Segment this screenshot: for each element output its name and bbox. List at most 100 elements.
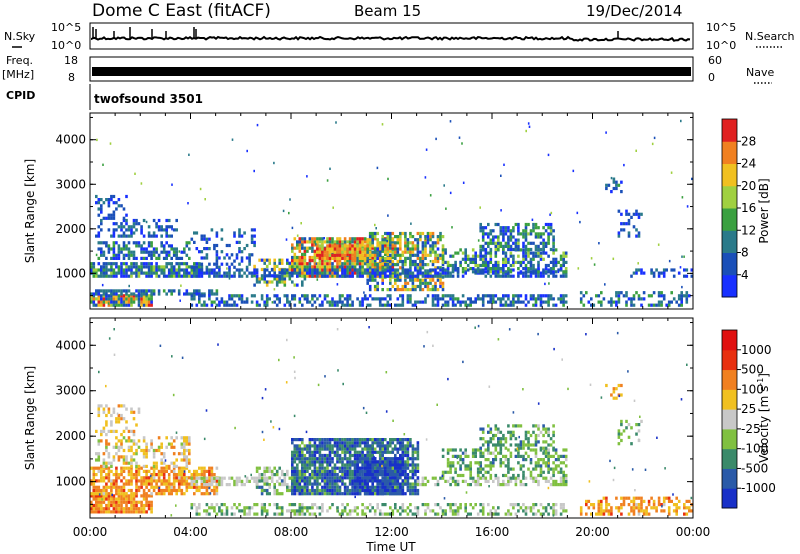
echo-cell xyxy=(115,222,118,226)
echo-cell xyxy=(564,254,568,258)
echo-cell xyxy=(378,438,382,442)
echo-cell xyxy=(147,262,151,266)
echo-cell xyxy=(353,262,357,266)
echo-cell xyxy=(225,303,229,307)
echo-cell xyxy=(356,259,359,263)
echo-cell xyxy=(368,488,372,493)
echo-cell xyxy=(522,229,525,233)
echo-cell xyxy=(378,259,382,263)
echo-cell xyxy=(336,259,339,263)
echo-cell xyxy=(318,250,322,254)
echo-cell xyxy=(409,288,412,292)
echo-cell xyxy=(384,271,387,275)
echo-cell xyxy=(175,436,178,440)
echo-cell xyxy=(311,492,314,496)
echo-cell xyxy=(157,253,161,257)
echo-cell xyxy=(351,247,354,251)
echo-cell xyxy=(137,244,141,248)
echo-cell xyxy=(101,283,104,287)
echo-cell xyxy=(265,476,269,480)
echo-cell xyxy=(665,268,668,272)
echo-cell xyxy=(399,444,402,448)
echo-cell xyxy=(562,476,565,480)
echo-cell xyxy=(672,274,676,278)
echo-cell xyxy=(389,485,392,489)
echo-cell xyxy=(371,482,374,486)
echo-cell xyxy=(539,271,543,275)
echo-cell xyxy=(291,488,294,493)
echo-cell xyxy=(172,289,176,293)
echo-cell xyxy=(120,300,123,304)
echo-cell xyxy=(414,457,417,461)
echo-cell xyxy=(328,262,332,266)
echo-cell xyxy=(399,253,402,257)
echo-cell xyxy=(439,235,442,239)
echo-cell xyxy=(650,271,653,275)
echo-cell xyxy=(313,237,317,241)
echo-cell xyxy=(110,461,113,465)
echo-cell xyxy=(615,294,618,298)
echo-cell xyxy=(115,253,118,257)
echo-cell xyxy=(333,482,337,486)
echo-cell xyxy=(208,292,211,296)
echo-cell xyxy=(454,467,457,471)
echo-cell xyxy=(579,297,583,301)
echo-cell xyxy=(414,463,417,467)
echo-cell xyxy=(323,237,325,240)
echo-cell xyxy=(373,247,377,251)
echo-cell xyxy=(346,441,349,445)
echo-cell xyxy=(155,466,158,470)
echo-cell xyxy=(90,507,93,511)
echo-cell xyxy=(401,453,405,458)
echo-cell xyxy=(95,503,98,508)
echo-cell xyxy=(512,257,515,261)
echo-cell xyxy=(218,483,221,487)
echo-cell xyxy=(95,458,98,462)
echo-cell xyxy=(183,247,186,251)
echo-cell xyxy=(245,476,249,480)
echo-cell xyxy=(215,262,219,266)
echo-cell xyxy=(346,473,349,477)
echo-cell xyxy=(499,244,503,248)
echo-cell xyxy=(401,253,405,257)
echo-cell xyxy=(376,231,379,236)
echo-cell xyxy=(487,300,490,304)
echo-cell xyxy=(313,294,317,298)
echo-cell xyxy=(549,297,553,301)
echo-cell xyxy=(497,260,500,264)
echo-cell xyxy=(527,260,530,264)
echo-cell xyxy=(97,404,101,408)
echo-cell xyxy=(110,429,113,433)
echo-cell xyxy=(102,500,106,504)
echo-cell xyxy=(386,239,388,243)
echo-cell xyxy=(469,300,472,304)
echo-cell xyxy=(273,488,276,493)
echo-cell xyxy=(507,244,510,248)
echo-cell xyxy=(411,476,415,480)
echo-cell xyxy=(348,466,352,470)
echo-cell xyxy=(532,267,535,271)
echo-cell xyxy=(399,473,402,477)
echo-cell xyxy=(439,476,442,480)
echo-cell xyxy=(363,271,367,275)
echo-cell xyxy=(183,445,186,449)
echo-cell xyxy=(446,263,450,268)
echo-cell xyxy=(338,300,342,304)
echo-cell xyxy=(100,268,103,272)
echo-cell xyxy=(132,433,136,437)
echo-cell xyxy=(100,265,103,269)
echo-cell xyxy=(318,488,322,493)
echo-cell xyxy=(321,469,324,473)
echo-cell xyxy=(336,265,339,269)
echo-cell xyxy=(363,476,367,480)
echo-cell xyxy=(286,258,289,262)
echo-cell xyxy=(263,303,266,307)
echo-cell xyxy=(278,261,281,265)
echo-cell xyxy=(597,300,601,304)
echo-cell xyxy=(135,448,138,453)
echo-cell xyxy=(195,476,199,480)
echo-cell xyxy=(291,479,294,483)
echo-cell xyxy=(529,294,533,298)
echo-cell xyxy=(112,407,116,411)
echo-cell xyxy=(376,463,379,467)
